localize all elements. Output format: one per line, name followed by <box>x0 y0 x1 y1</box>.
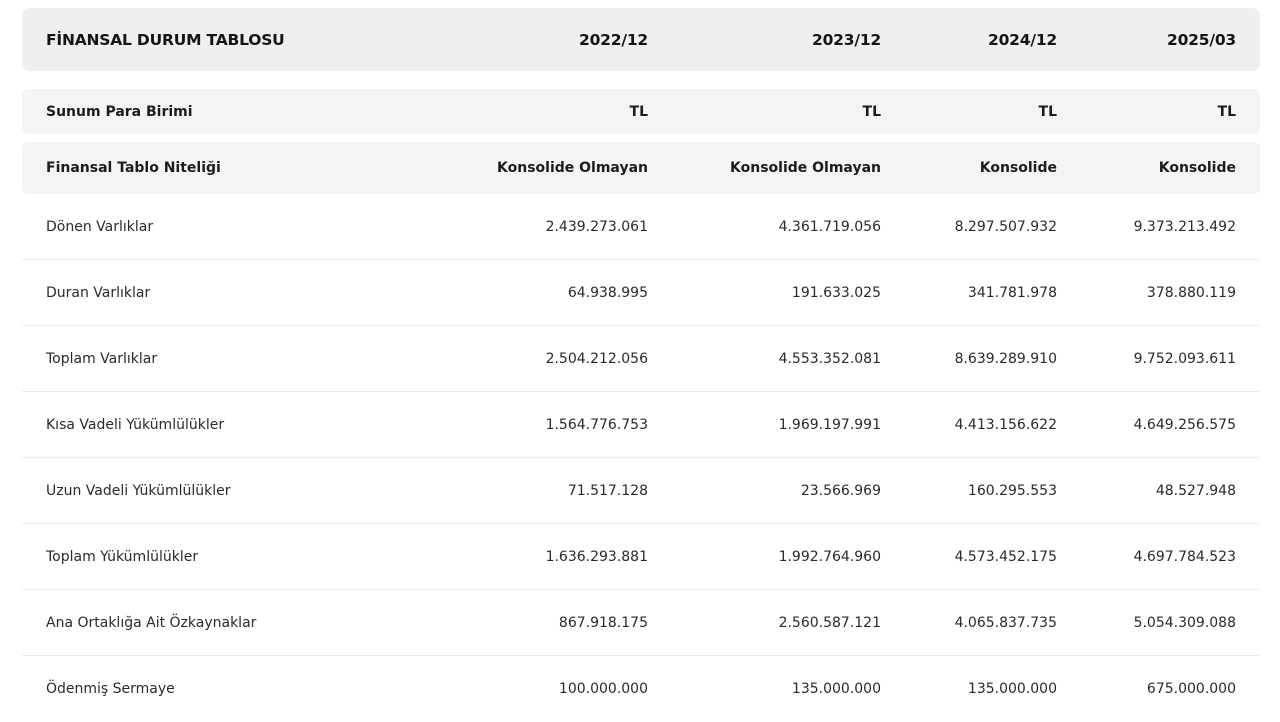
cell-value: 48.527.948 <box>1155 482 1236 499</box>
cell-value: 4.573.452.175 <box>954 548 1057 565</box>
table-row: Uzun Vadeli Yükümlülükler 71.517.128 23.… <box>22 458 1260 524</box>
financial-statement-table: FİNANSAL DURUM TABLOSU 2022/12 2023/12 2… <box>22 8 1260 722</box>
cell-value: 4.065.837.735 <box>954 614 1057 631</box>
row-label: Toplam Varlıklar <box>46 350 158 367</box>
period-header: 2024/12 <box>988 30 1057 49</box>
row-label: Toplam Yükümlülükler <box>46 548 199 565</box>
cell-value: 4.649.256.575 <box>1133 416 1236 433</box>
row-label: Dönen Varlıklar <box>46 218 154 235</box>
cell-value: Konsolide Olmayan <box>730 160 881 176</box>
cell-value: 191.633.025 <box>791 284 881 301</box>
cell-value: 2.560.587.121 <box>778 614 881 631</box>
cell-value: TL <box>862 103 881 120</box>
table-row: Ana Ortaklığa Ait Özkaynaklar 867.918.17… <box>22 590 1260 656</box>
cell-value: 8.297.507.932 <box>954 218 1057 235</box>
row-label: Ödenmiş Sermaye <box>46 681 175 697</box>
cell-value: 4.413.156.622 <box>954 416 1057 433</box>
table-body: Dönen Varlıklar 2.439.273.061 4.361.719.… <box>22 194 1260 722</box>
table-row: Ödenmiş Sermaye 100.000.000 135.000.000 … <box>22 656 1260 722</box>
table-title: FİNANSAL DURUM TABLOSU <box>46 30 285 49</box>
table-row: Toplam Yükümlülükler 1.636.293.881 1.992… <box>22 524 1260 590</box>
cell-value: 675.000.000 <box>1146 681 1236 697</box>
cell-value: 4.361.719.056 <box>778 218 881 235</box>
cell-value: 8.639.289.910 <box>954 350 1057 367</box>
statement-nature-row: Finansal Tablo Niteliği Konsolide Olmaya… <box>22 142 1260 194</box>
cell-value: 1.969.197.991 <box>778 416 881 433</box>
cell-value: Konsolide Olmayan <box>497 160 648 176</box>
cell-value: 4.553.352.081 <box>778 350 881 367</box>
cell-value: 135.000.000 <box>791 681 881 697</box>
cell-value: 160.295.553 <box>967 482 1057 499</box>
cell-value: 9.373.213.492 <box>1133 218 1236 235</box>
cell-value: Konsolide <box>1158 160 1236 176</box>
row-label: Duran Varlıklar <box>46 284 151 301</box>
cell-value: TL <box>629 103 648 120</box>
table-row: Kısa Vadeli Yükümlülükler 1.564.776.753 … <box>22 392 1260 458</box>
cell-value: 135.000.000 <box>967 681 1057 697</box>
cell-value: 5.054.309.088 <box>1133 614 1236 631</box>
row-label: Sunum Para Birimi <box>46 103 193 120</box>
currency-row: Sunum Para Birimi TL TL TL TL <box>22 89 1260 134</box>
cell-value: 64.938.995 <box>567 284 648 301</box>
cell-value: 1.564.776.753 <box>545 416 648 433</box>
cell-value: TL <box>1038 103 1057 120</box>
row-label: Finansal Tablo Niteliği <box>46 160 221 176</box>
cell-value: 1.992.764.960 <box>778 548 881 565</box>
cell-value: 9.752.093.611 <box>1133 350 1236 367</box>
table-row: Duran Varlıklar 64.938.995 191.633.025 3… <box>22 260 1260 326</box>
period-header: 2023/12 <box>812 30 881 49</box>
row-label: Uzun Vadeli Yükümlülükler <box>46 482 231 499</box>
cell-value: TL <box>1217 103 1236 120</box>
cell-value: 100.000.000 <box>558 681 648 697</box>
cell-value: 4.697.784.523 <box>1133 548 1236 565</box>
cell-value: 341.781.978 <box>967 284 1057 301</box>
cell-value: 2.504.212.056 <box>545 350 648 367</box>
row-label: Ana Ortaklığa Ait Özkaynaklar <box>46 614 257 631</box>
table-row: Dönen Varlıklar 2.439.273.061 4.361.719.… <box>22 194 1260 260</box>
cell-value: 867.918.175 <box>558 614 648 631</box>
cell-value: 23.566.969 <box>800 482 881 499</box>
row-label: Kısa Vadeli Yükümlülükler <box>46 416 225 433</box>
cell-value: 1.636.293.881 <box>545 548 648 565</box>
table-header-row: FİNANSAL DURUM TABLOSU 2022/12 2023/12 2… <box>22 8 1260 71</box>
cell-value: 378.880.119 <box>1146 284 1236 301</box>
table-row: Toplam Varlıklar 2.504.212.056 4.553.352… <box>22 326 1260 392</box>
cell-value: Konsolide <box>979 160 1057 176</box>
period-header: 2025/03 <box>1167 30 1236 49</box>
cell-value: 71.517.128 <box>567 482 648 499</box>
period-header: 2022/12 <box>579 30 648 49</box>
cell-value: 2.439.273.061 <box>545 218 648 235</box>
